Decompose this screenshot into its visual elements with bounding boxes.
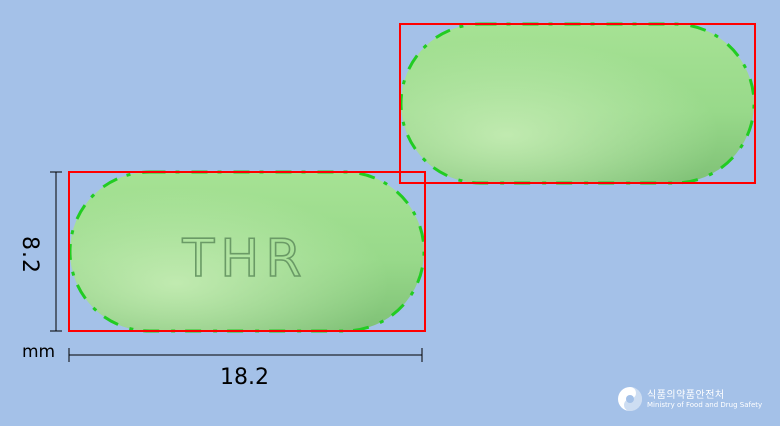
height-dimension-line — [50, 171, 62, 332]
pill-imprint-text: THR — [182, 229, 308, 289]
mfds-logo: 식품의약품안전처 Ministry of Food and Drug Safet… — [617, 386, 762, 416]
pill-front-view: THR — [68, 170, 426, 333]
width-dimension-line — [68, 348, 423, 362]
height-label: 8.2 — [17, 236, 42, 274]
pill-back-bbox — [399, 23, 756, 184]
pill-front-bbox — [68, 171, 426, 332]
taegeuk-logo-icon — [618, 387, 642, 411]
unit-label: mm — [22, 342, 56, 362]
logo-english-text: Ministry of Food and Drug Safety — [647, 401, 763, 409]
logo-korean-text: 식품의약품안전처 — [647, 390, 725, 401]
pill-back-view — [399, 22, 756, 185]
width-label: 18.2 — [220, 365, 269, 390]
